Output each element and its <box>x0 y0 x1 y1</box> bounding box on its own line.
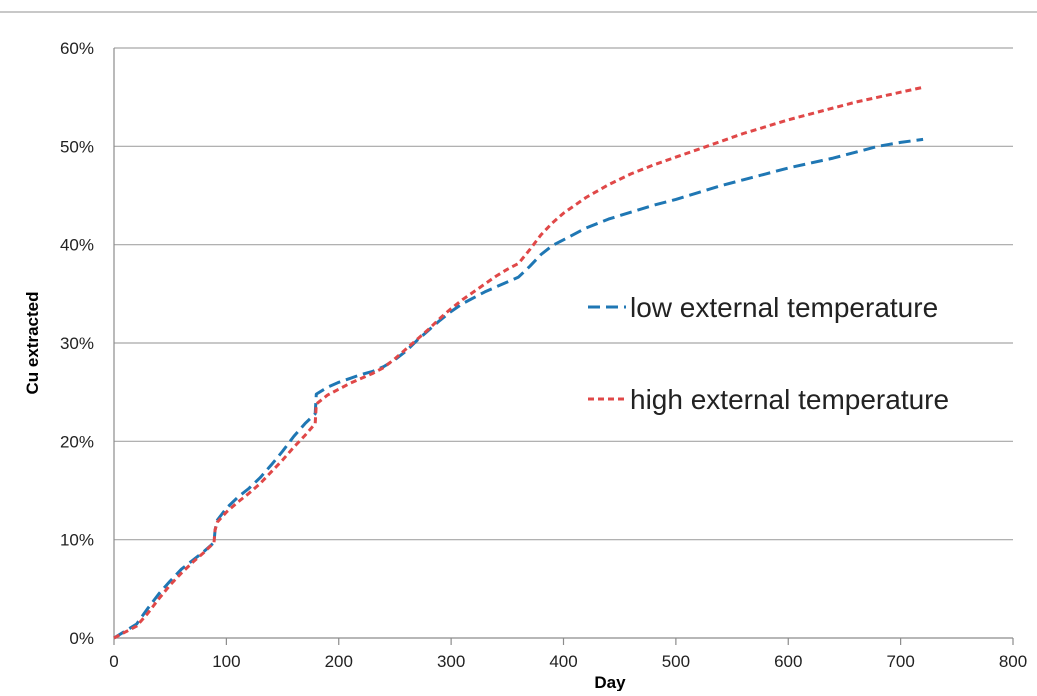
legend-label: high external temperature <box>630 384 949 415</box>
y-axis-title: Cu extracted <box>23 292 42 395</box>
axes: 0% 10% 20% 30% 40% 50% 60% 0 100 200 300 400 500 600 7… <box>60 39 1027 671</box>
y-tick-label: 50% <box>60 137 94 156</box>
legend-label: low external temperature <box>630 292 938 323</box>
x-tick-label: 100 <box>212 652 240 671</box>
series-lines <box>113 85 924 640</box>
y-tick-label: 0% <box>69 629 94 648</box>
legend: low external temperature high external te… <box>588 292 949 415</box>
y-tick-label: 10% <box>60 531 94 550</box>
x-tick-label: 700 <box>886 652 914 671</box>
x-tick-label: 200 <box>325 652 353 671</box>
y-tick-label: 30% <box>60 334 94 353</box>
x-axis-title: Day <box>594 673 626 691</box>
series-line-high <box>113 85 924 640</box>
y-tick-label: 20% <box>60 432 94 451</box>
x-tick-label: 300 <box>437 652 465 671</box>
y-tick-label: 40% <box>60 236 94 255</box>
x-tick-label: 800 <box>999 652 1027 671</box>
x-tick-label: 400 <box>549 652 577 671</box>
x-tick-label: 600 <box>774 652 802 671</box>
x-tick-label: 0 <box>109 652 118 671</box>
x-tick-label: 500 <box>662 652 690 671</box>
gridlines <box>114 47 1013 541</box>
y-tick-label: 60% <box>60 39 94 58</box>
